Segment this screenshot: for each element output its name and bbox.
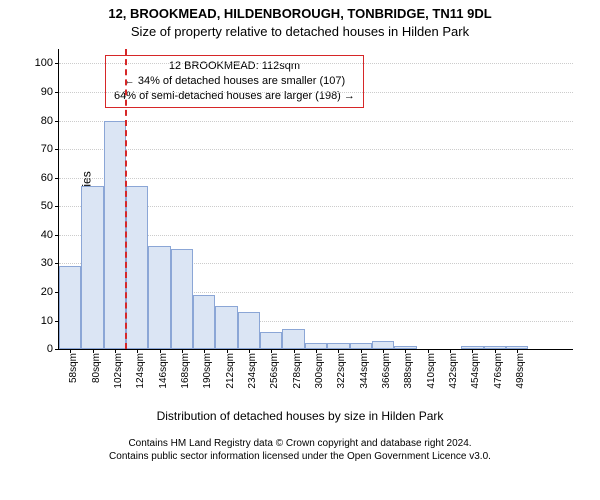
histogram-bar — [148, 246, 170, 349]
y-tick — [55, 92, 59, 93]
y-tick — [55, 63, 59, 64]
attribution-line-1: Contains HM Land Registry data © Crown c… — [0, 437, 600, 450]
x-tick-label: 146sqm — [158, 353, 169, 389]
histogram-bar — [282, 329, 304, 349]
x-tick-label: 344sqm — [359, 353, 370, 389]
y-tick — [55, 349, 59, 350]
y-tick — [55, 263, 59, 264]
histogram-bar — [171, 249, 193, 349]
x-tick-label: 58sqm — [68, 353, 79, 383]
histogram-bar — [104, 121, 126, 350]
y-tick-label: 10 — [41, 315, 53, 327]
histogram-bar — [59, 266, 81, 349]
y-tick-label: 0 — [47, 343, 53, 355]
y-tick-label: 80 — [41, 115, 53, 127]
x-tick-label: 102sqm — [113, 353, 124, 389]
x-tick-label: 278sqm — [292, 353, 303, 389]
plot-outer: 12 BROOKMEAD: 112sqm ← 34% of detached h… — [58, 49, 573, 350]
info-line-1: 12 BROOKMEAD: 112sqm — [114, 59, 355, 74]
x-tick-label: 256sqm — [269, 353, 280, 389]
x-tick-label: 80sqm — [91, 353, 102, 383]
grid-line — [59, 121, 573, 122]
attribution-line-2: Contains public sector information licen… — [0, 450, 600, 463]
x-tick-label: 454sqm — [470, 353, 481, 389]
y-tick-label: 70 — [41, 143, 53, 155]
y-tick-label: 50 — [41, 200, 53, 212]
y-tick-label: 30 — [41, 257, 53, 269]
histogram-bar — [238, 312, 260, 349]
grid-line — [59, 63, 573, 64]
x-tick-label: 322sqm — [336, 353, 347, 389]
x-tick-label: 498sqm — [515, 353, 526, 389]
x-tick-label: 212sqm — [225, 353, 236, 389]
info-line-2: ← 34% of detached houses are smaller (10… — [114, 74, 355, 89]
attribution: Contains HM Land Registry data © Crown c… — [0, 437, 600, 463]
reference-line — [125, 49, 127, 349]
y-tick-label: 20 — [41, 286, 53, 298]
x-tick-label: 234sqm — [247, 353, 258, 389]
histogram-bar — [193, 295, 215, 349]
y-tick-label: 100 — [35, 57, 53, 69]
y-tick — [55, 206, 59, 207]
y-tick — [55, 121, 59, 122]
y-tick-label: 90 — [41, 86, 53, 98]
x-tick-label: 168sqm — [180, 353, 191, 389]
x-tick-label: 388sqm — [403, 353, 414, 389]
histogram-bar — [126, 186, 148, 349]
x-tick-label: 476sqm — [493, 353, 504, 389]
x-tick-label: 410sqm — [426, 353, 437, 389]
y-tick — [55, 235, 59, 236]
chart-container: Number of detached properties 12 BROOKME… — [0, 39, 600, 469]
y-tick-label: 40 — [41, 229, 53, 241]
grid-line — [59, 178, 573, 179]
x-tick-label: 124sqm — [135, 353, 146, 389]
page-subtitle: Size of property relative to detached ho… — [0, 22, 600, 40]
plot-area: 12 BROOKMEAD: 112sqm ← 34% of detached h… — [58, 49, 573, 350]
y-tick-label: 60 — [41, 172, 53, 184]
histogram-bar — [372, 341, 394, 350]
histogram-bar — [260, 332, 282, 349]
grid-line — [59, 92, 573, 93]
y-tick — [55, 149, 59, 150]
x-tick-label: 300sqm — [314, 353, 325, 389]
x-tick-label: 366sqm — [381, 353, 392, 389]
x-tick-label: 432sqm — [448, 353, 459, 389]
histogram-bar — [81, 186, 103, 349]
x-axis-label: Distribution of detached houses by size … — [0, 409, 600, 423]
page-title: 12, BROOKMEAD, HILDENBOROUGH, TONBRIDGE,… — [0, 0, 600, 22]
y-tick — [55, 178, 59, 179]
histogram-bar — [215, 306, 237, 349]
x-tick-label: 190sqm — [202, 353, 213, 389]
grid-line — [59, 149, 573, 150]
